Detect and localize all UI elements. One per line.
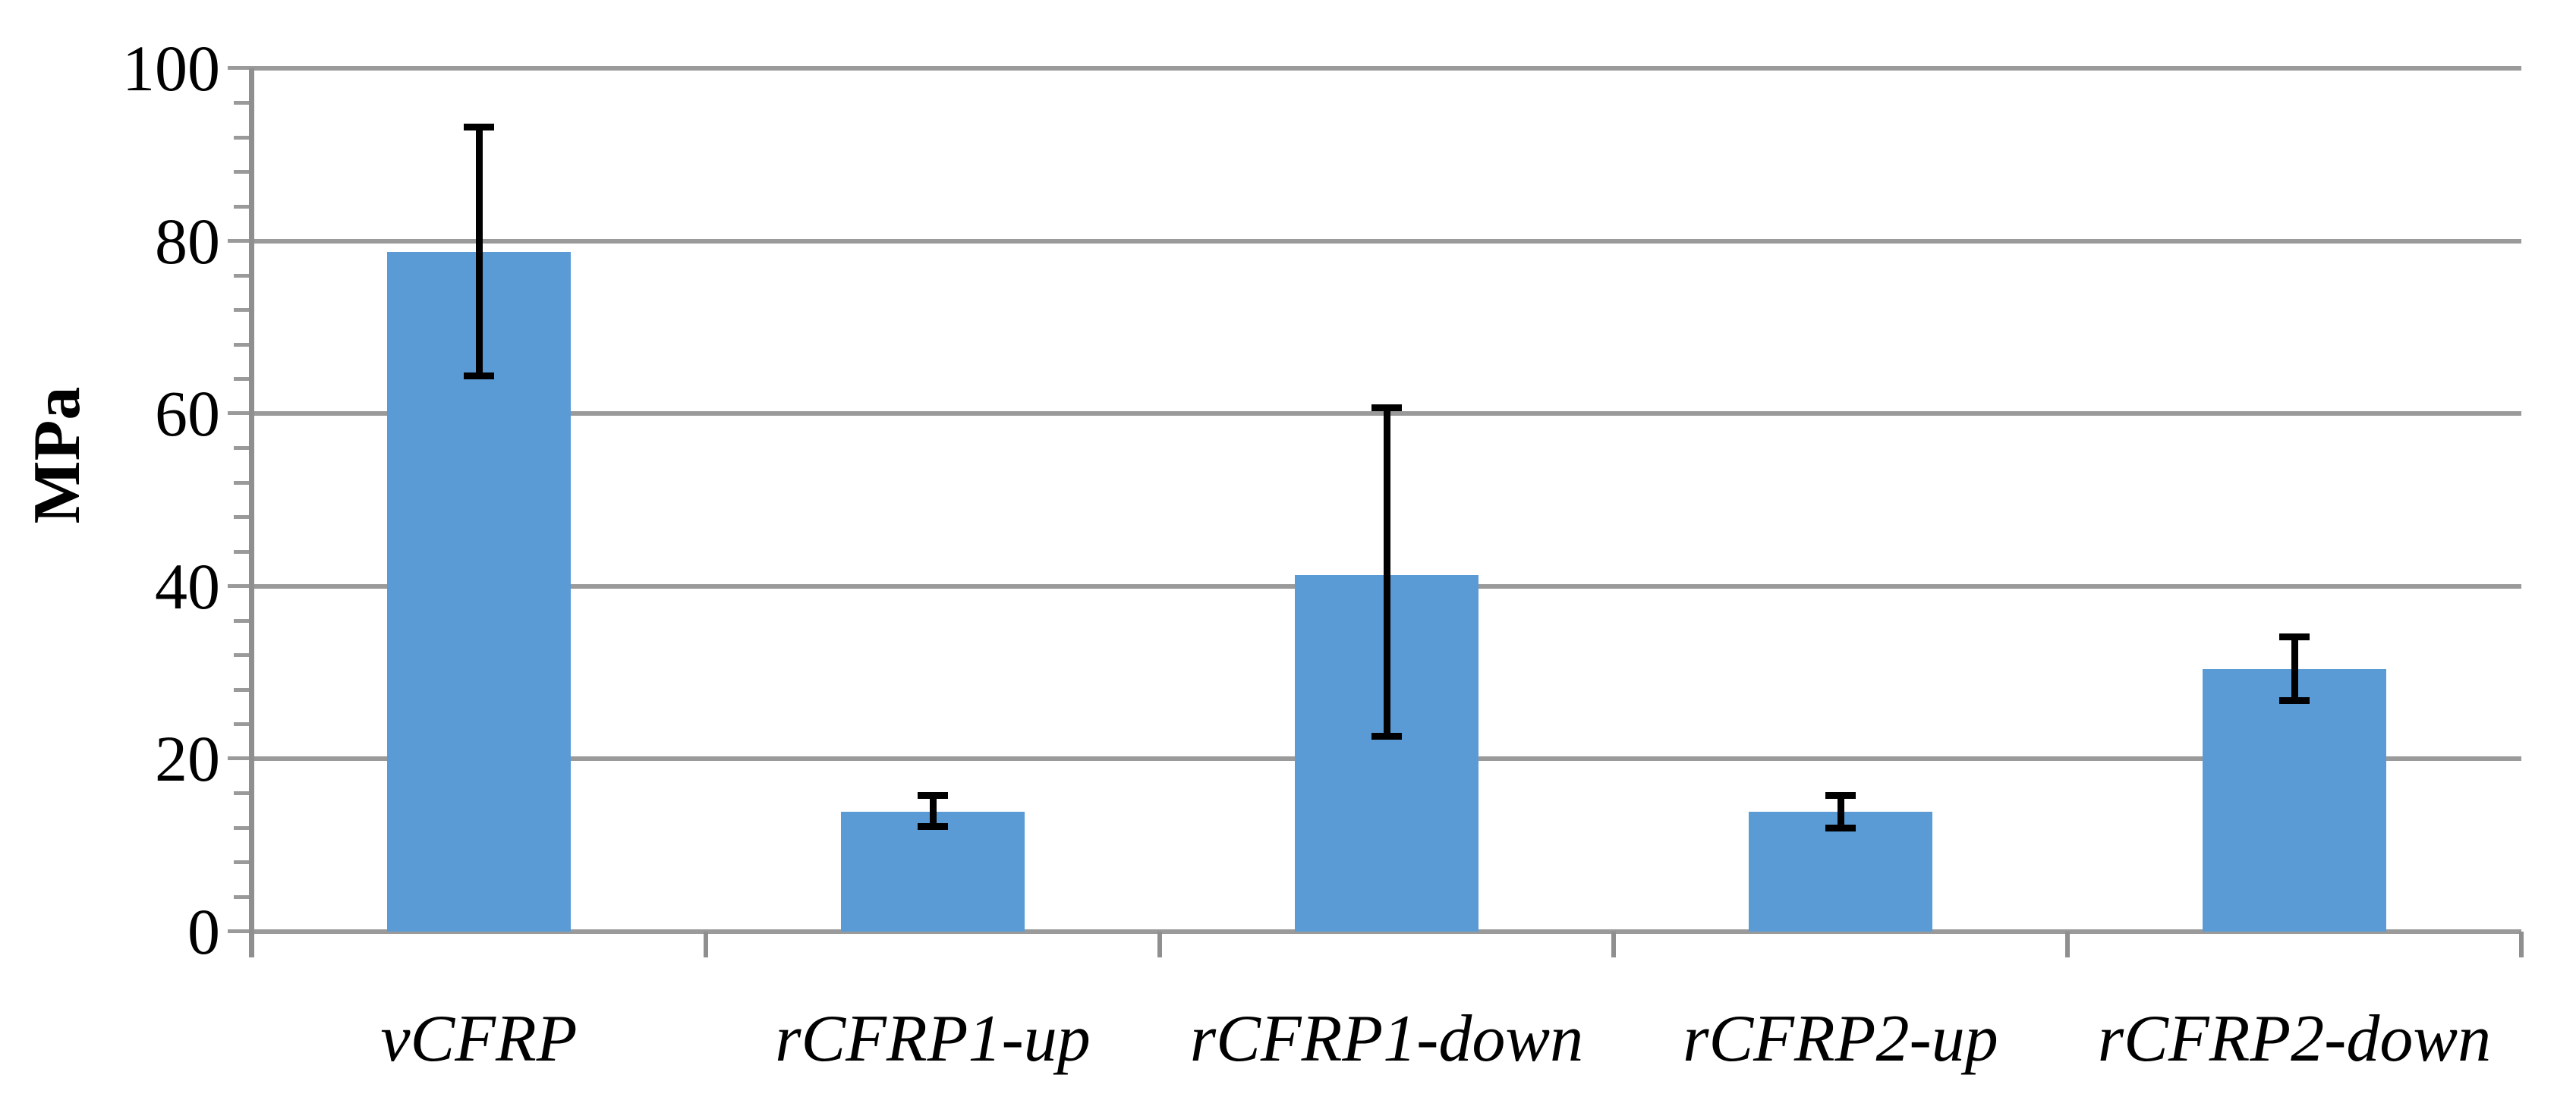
- x-boundary-tick: [2065, 932, 2070, 957]
- y-major-tick: [228, 66, 252, 70]
- y-minor-tick: [234, 377, 252, 382]
- y-major-tick: [228, 411, 252, 416]
- error-bar-cap-top: [1371, 404, 1402, 411]
- error-bar-cap-top: [2279, 633, 2310, 641]
- error-bar-cap-bottom: [464, 372, 494, 379]
- x-category-label: rCFRP1-down: [1189, 1002, 1584, 1076]
- y-minor-tick: [234, 342, 252, 347]
- y-gridline: [252, 66, 2521, 71]
- x-category-label: rCFRP2-up: [1683, 1002, 1998, 1076]
- error-bar-cap-bottom: [2279, 696, 2310, 704]
- error-bar-cap-top: [1825, 791, 1856, 799]
- x-boundary-tick: [704, 932, 708, 957]
- error-bar-line: [1837, 795, 1844, 828]
- y-tick-label: 60: [155, 377, 220, 451]
- x-category-label: rCFRP1-up: [775, 1002, 1091, 1076]
- error-bar-cap-bottom: [918, 822, 948, 830]
- y-minor-tick: [234, 480, 252, 485]
- y-minor-tick: [234, 515, 252, 520]
- y-minor-tick: [234, 308, 252, 313]
- y-major-tick: [228, 238, 252, 243]
- x-boundary-tick: [2519, 932, 2524, 957]
- x-category-label: rCFRP2-down: [2097, 1002, 2492, 1076]
- y-major-tick: [228, 583, 252, 588]
- x-boundary-tick: [250, 932, 254, 957]
- y-tick-label: 20: [155, 722, 220, 796]
- bar: [1749, 811, 1932, 932]
- x-category-label: vCFRP: [380, 1002, 578, 1076]
- x-boundary-tick: [1157, 932, 1162, 957]
- error-bar-cap-bottom: [1371, 733, 1402, 740]
- y-minor-tick: [234, 653, 252, 658]
- error-bar-line: [1383, 407, 1390, 737]
- error-bar-line: [929, 795, 937, 827]
- y-minor-tick: [234, 170, 252, 174]
- bar: [841, 811, 1025, 932]
- y-tick-label: 100: [122, 32, 220, 105]
- y-tick-label: 80: [155, 204, 220, 278]
- y-major-tick: [228, 756, 252, 761]
- error-bar-cap-top: [918, 791, 948, 799]
- y-minor-tick: [234, 791, 252, 796]
- y-gridline: [252, 238, 2521, 244]
- y-minor-tick: [234, 618, 252, 623]
- error-bar-cap-bottom: [1825, 824, 1856, 831]
- y-major-tick: [228, 929, 252, 933]
- error-bar-cap-top: [464, 123, 494, 130]
- y-minor-tick: [234, 101, 252, 105]
- y-minor-tick: [234, 273, 252, 278]
- error-bar-line: [475, 127, 483, 376]
- y-minor-tick: [234, 825, 252, 830]
- bar: [2203, 669, 2386, 932]
- y-minor-tick: [234, 446, 252, 451]
- y-minor-tick: [234, 687, 252, 692]
- y-minor-tick: [234, 722, 252, 727]
- y-minor-tick: [234, 860, 252, 865]
- y-tick-label: 0: [187, 895, 220, 968]
- y-minor-tick: [234, 894, 252, 899]
- y-tick-label: 40: [155, 549, 220, 623]
- y-minor-tick: [234, 135, 252, 140]
- y-minor-tick: [234, 549, 252, 554]
- y-axis-line: [249, 68, 254, 957]
- error-bar-line: [2291, 637, 2298, 700]
- x-boundary-tick: [1611, 932, 1616, 957]
- y-minor-tick: [234, 204, 252, 209]
- y-gridline: [252, 929, 2521, 934]
